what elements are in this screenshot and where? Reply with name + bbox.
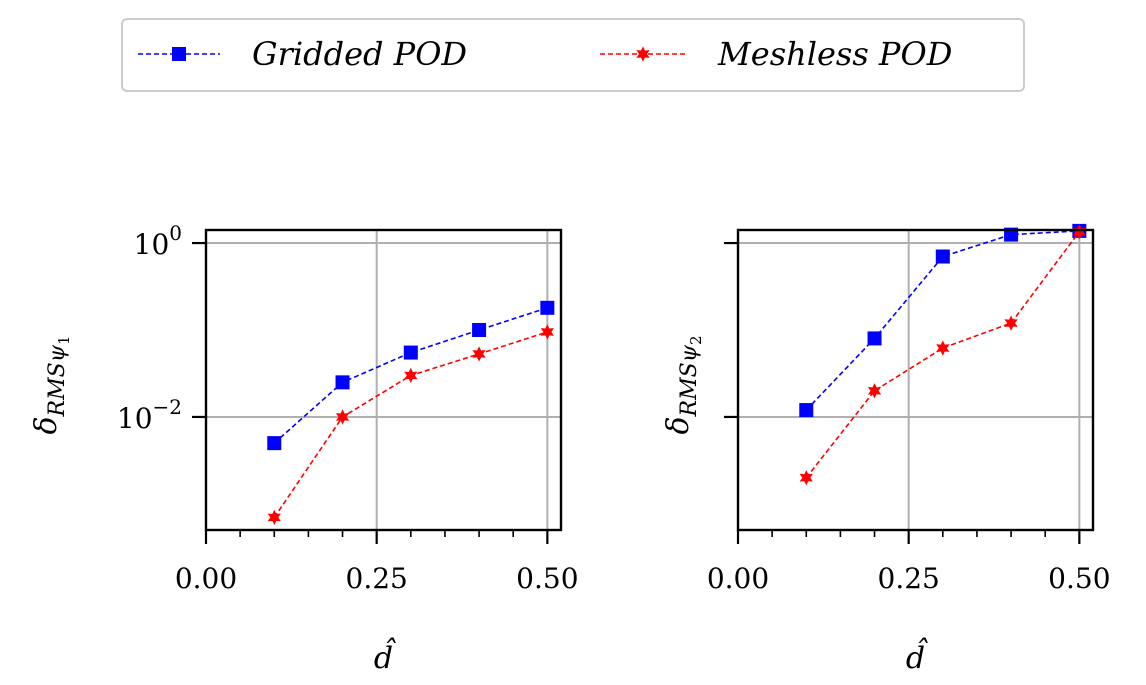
subplot-psi2: 0.00 0.25 0.50 d̂ δRMSψ2 bbox=[661, 223, 1111, 676]
legend-marker bbox=[636, 46, 650, 62]
data-point bbox=[335, 409, 350, 425]
y-tick-label: 100 bbox=[134, 221, 182, 261]
axes-frame bbox=[204, 228, 563, 532]
legend-item: Meshless POD bbox=[600, 35, 952, 73]
data-point bbox=[267, 436, 282, 451]
data-point bbox=[799, 470, 813, 486]
legend-label: Gridded POD bbox=[252, 35, 467, 73]
x-tick-label: 0.50 bbox=[1048, 562, 1110, 595]
axes-frame bbox=[736, 228, 1095, 532]
legend-label: Meshless POD bbox=[717, 35, 952, 73]
y-axis-label: δRMSψ2 bbox=[661, 335, 705, 434]
series-line bbox=[273, 331, 548, 518]
series bbox=[267, 300, 555, 451]
legend-item: Gridded POD bbox=[138, 35, 467, 73]
data-point bbox=[936, 340, 950, 356]
data-point bbox=[867, 331, 882, 346]
grid bbox=[205, 230, 561, 530]
subplot-psi1: 0.00 0.25 0.50 100 10−2 d̂ δRMSψ1 bbox=[29, 221, 579, 676]
data-point bbox=[472, 346, 486, 362]
x-tick-label: 0.25 bbox=[346, 562, 408, 595]
data-point bbox=[540, 324, 554, 340]
x-axis-label: d̂ bbox=[906, 637, 928, 676]
data-point bbox=[335, 375, 350, 390]
series-line bbox=[805, 230, 1080, 411]
grid bbox=[737, 230, 1093, 530]
series bbox=[799, 223, 1087, 418]
data-point bbox=[540, 300, 555, 315]
y-axis-label: δRMSψ1 bbox=[29, 335, 73, 434]
data-point bbox=[935, 249, 950, 264]
series bbox=[799, 224, 1086, 486]
x-tick-label: 0.50 bbox=[516, 562, 578, 595]
data-point bbox=[472, 323, 487, 337]
data-point bbox=[1072, 224, 1086, 240]
series-line bbox=[273, 307, 548, 444]
x-tick-label: 0.00 bbox=[175, 562, 237, 595]
data-point bbox=[799, 403, 814, 418]
legend: Gridded POD Meshless POD bbox=[121, 18, 1025, 92]
data-point bbox=[867, 383, 882, 399]
x-tick-label: 0.25 bbox=[878, 562, 940, 595]
series bbox=[267, 324, 554, 526]
series-line bbox=[805, 231, 1080, 479]
y-tick-label: 10−2 bbox=[117, 395, 182, 435]
x-tick-label: 0.00 bbox=[707, 562, 769, 595]
x-axis-label: d̂ bbox=[374, 637, 396, 676]
legend-marker bbox=[172, 47, 186, 61]
data-point bbox=[404, 367, 418, 384]
data-point bbox=[403, 345, 418, 360]
data-point bbox=[267, 509, 281, 526]
data-point bbox=[1004, 315, 1018, 331]
legend-frame bbox=[121, 18, 1025, 92]
